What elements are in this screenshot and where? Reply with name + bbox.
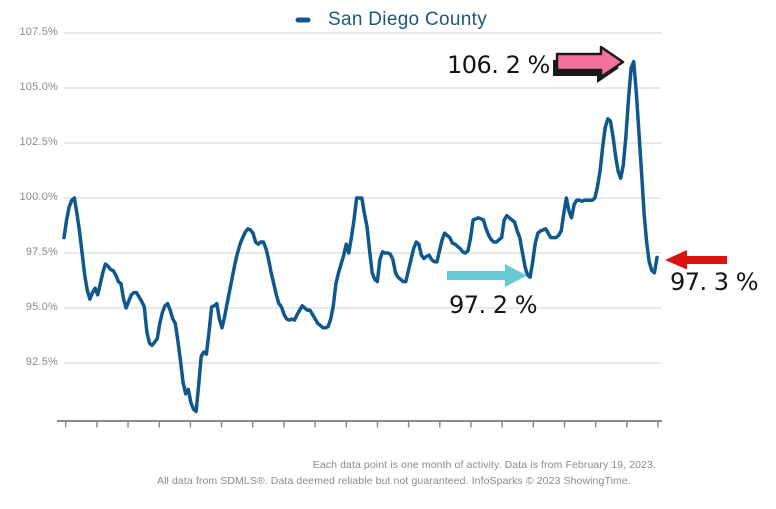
y-tick-label: 107.5% xyxy=(19,26,58,38)
legend-item[interactable]: San Diego County xyxy=(295,9,487,31)
y-tick-label: 95.0% xyxy=(25,301,58,313)
footer-data-note: Each data point is one month of activity… xyxy=(312,459,656,471)
legend-label: San Diego County xyxy=(328,9,488,30)
peak-value-annotation: 106. 2 % xyxy=(447,51,550,79)
y-tick-label: 100.0% xyxy=(19,191,58,203)
series-line xyxy=(62,59,659,414)
latest-arrow xyxy=(665,250,727,270)
y-tick-label: 102.5% xyxy=(19,136,58,148)
dip-value-annotation: 97. 2 % xyxy=(449,291,538,319)
peak-arrow xyxy=(553,45,625,83)
latest-value-annotation: 97. 3 % xyxy=(670,268,759,296)
legend-dash xyxy=(295,17,311,23)
y-tick-label: 97.5% xyxy=(25,246,58,258)
footer-disclaimer: All data from SDMLS®. Data deemed reliab… xyxy=(157,475,631,487)
y-tick-label: 92.5% xyxy=(25,356,58,368)
chart-generated xyxy=(57,32,662,428)
dip-arrow xyxy=(447,264,527,287)
legend-dash-icon xyxy=(295,17,311,23)
peak-arrow-body xyxy=(555,45,625,79)
y-tick-label: 105.0% xyxy=(19,81,58,93)
